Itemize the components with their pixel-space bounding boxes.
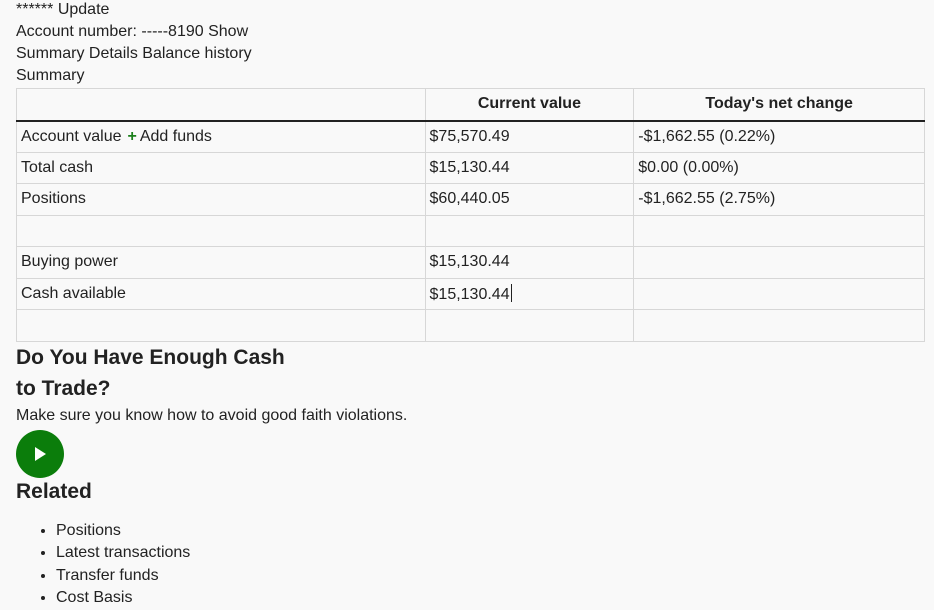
related-link-positions[interactable]: Positions	[56, 521, 121, 539]
row-label-cell: Total cash	[16, 151, 426, 184]
column-header-current-value: Current value	[424, 88, 635, 122]
net-change-cell: -$1,662.55 (0.22%)	[633, 120, 925, 153]
net-change-cell	[633, 246, 925, 279]
column-header-net-change: Today's net change	[633, 88, 925, 122]
tab-balance-history[interactable]: Balance history	[142, 45, 252, 62]
net-change-cell	[633, 214, 925, 247]
net-change-cell: -$1,662.55 (2.75%)	[633, 183, 925, 216]
current-value-cell: $60,440.05	[424, 183, 635, 216]
summary-table: Current value Today's net change Account…	[16, 88, 925, 342]
tab-details[interactable]: Details	[88, 45, 138, 62]
net-change-amount: -$1,662.55	[638, 127, 715, 145]
related-title: Related	[16, 479, 92, 503]
show-account-number-link[interactable]: Show	[208, 23, 249, 40]
account-number-label: Account number:	[16, 23, 137, 40]
table-header-row: Current value Today's net change	[16, 88, 925, 122]
related-link-latest-transactions[interactable]: Latest transactions	[56, 544, 191, 561]
current-value-cell: $15,130.44	[424, 277, 635, 310]
account-header: ****** Update	[16, 0, 934, 21]
promo-title: Do You Have Enough Cash to Trade?	[16, 342, 934, 404]
current-value-cell: $15,130.44	[424, 151, 635, 184]
list-item: Transfer funds	[56, 565, 934, 588]
table-row-total-cash: Total cash $15,130.44 $0.00 (0.00%)	[16, 151, 925, 184]
table-row-positions: Positions $60,440.05 -$1,662.55 (2.75%)	[16, 183, 925, 216]
play-icon	[35, 446, 46, 461]
net-change-amount: -$1,662.55	[638, 190, 715, 208]
row-label-cell: Account value + Add funds	[16, 120, 426, 153]
add-funds-button[interactable]: + Add funds	[122, 128, 212, 145]
row-label-cell	[16, 309, 426, 342]
cash-available-value: $15,130.44	[429, 285, 510, 303]
promo-title-line-1: Do You Have Enough Cash	[16, 345, 285, 369]
related-list: Positions Latest transactions Transfer f…	[16, 520, 934, 610]
account-number-value: -----8190	[141, 23, 204, 40]
section-title: Summary	[16, 67, 85, 84]
current-value-cell: $15,130.44	[424, 246, 635, 279]
row-label: Account value	[21, 127, 122, 145]
table-row-cash-available: Cash available $15,130.44	[16, 277, 925, 310]
table-row-empty	[16, 309, 925, 342]
row-label-cell: Positions	[16, 183, 426, 216]
promo-title-line-2: to Trade?	[16, 376, 111, 400]
update-link[interactable]: Update	[57, 1, 110, 18]
list-item: Positions	[56, 520, 934, 543]
list-item: Cost Basis	[56, 587, 934, 610]
promo-text: Make sure you know how to avoid good fai…	[16, 406, 408, 424]
row-label-cell: Cash available	[16, 277, 426, 310]
table-row-empty	[16, 214, 925, 247]
text-caret	[510, 283, 512, 302]
add-funds-label: Add funds	[139, 127, 212, 145]
list-item: Latest transactions	[56, 542, 934, 565]
row-label-cell	[16, 214, 426, 247]
current-value-cell: $75,570.49	[424, 120, 635, 153]
tab-summary[interactable]: Summary	[16, 45, 85, 62]
plus-icon: +	[127, 127, 137, 145]
related-link-transfer-funds[interactable]: Transfer funds	[56, 566, 159, 584]
net-change-percent: (2.75%)	[719, 190, 776, 208]
net-change-amount: $0.00	[638, 158, 679, 176]
tab-bar: Summary Details Balance history	[16, 43, 934, 65]
play-video-button[interactable]	[16, 429, 64, 478]
current-value-cell	[424, 214, 635, 247]
account-number-row: Account number: -----8190 Show	[16, 21, 934, 43]
net-change-percent: (0.22%)	[719, 127, 776, 145]
net-change-cell	[633, 309, 925, 342]
table-row-account-value: Account value + Add funds $75,570.49 -$1,6…	[16, 120, 925, 153]
column-header-label	[16, 88, 426, 122]
net-change-cell	[633, 277, 925, 310]
related-link-cost-basis[interactable]: Cost Basis	[56, 589, 133, 606]
row-label-cell: Buying power	[16, 246, 426, 279]
current-value-cell	[424, 309, 635, 342]
net-change-percent: (0.00%)	[682, 158, 739, 176]
masked-account-name: ******	[16, 1, 54, 18]
net-change-cell: $0.00 (0.00%)	[633, 151, 925, 184]
table-row-buying-power: Buying power $15,130.44	[16, 246, 925, 279]
